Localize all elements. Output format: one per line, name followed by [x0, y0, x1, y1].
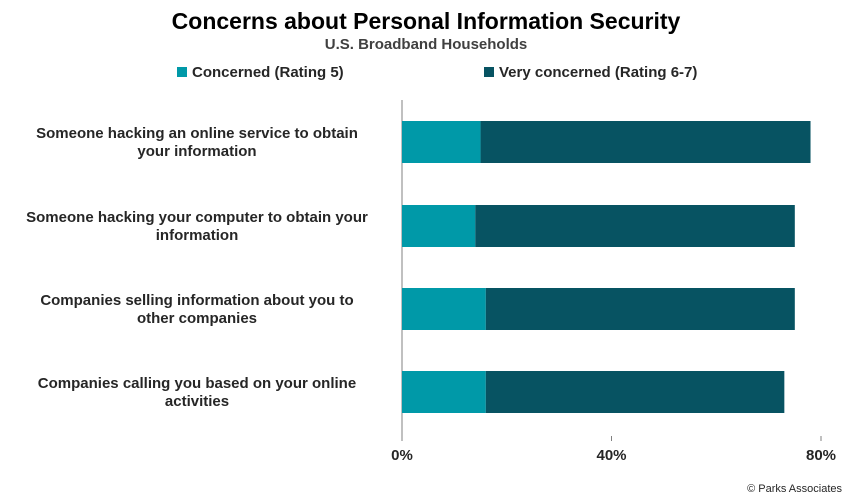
x-tick-label-1: 40%	[596, 447, 626, 464]
bar-3-series-1	[485, 371, 785, 413]
legend-swatch-1	[484, 67, 494, 77]
chart-subtitle: U.S. Broadband Households	[325, 36, 528, 53]
legend-label-1: Very concerned (Rating 6-7)	[499, 64, 697, 81]
bar-1-series-0	[402, 205, 476, 247]
x-tick-label-0: 0%	[391, 447, 413, 464]
bars	[402, 121, 811, 413]
bar-2-series-0	[402, 288, 486, 330]
bar-2-series-1	[485, 288, 795, 330]
bar-0-series-1	[480, 121, 811, 163]
category-label-2: Companies selling information about you …	[40, 292, 353, 327]
bar-3-series-0	[402, 371, 486, 413]
chart-title: Concerns about Personal Information Secu…	[172, 8, 681, 34]
bar-1-series-1	[475, 205, 795, 247]
x-ticks: 0% 40% 80%	[391, 436, 836, 464]
category-labels: Someone hacking an online service to obt…	[26, 125, 368, 410]
bar-0-series-0	[402, 121, 481, 163]
legend-label-0: Concerned (Rating 5)	[192, 64, 344, 81]
legend: Concerned (Rating 5) Very concerned (Rati…	[177, 64, 697, 81]
legend-swatch-0	[177, 67, 187, 77]
category-label-3: Companies calling you based on your onli…	[38, 375, 356, 410]
x-tick-label-2: 80%	[806, 447, 836, 464]
category-label-0: Someone hacking an online service to obt…	[36, 125, 358, 160]
category-label-1: Someone hacking your computer to obtain …	[26, 209, 368, 244]
credit-text: © Parks Associates	[747, 483, 842, 495]
